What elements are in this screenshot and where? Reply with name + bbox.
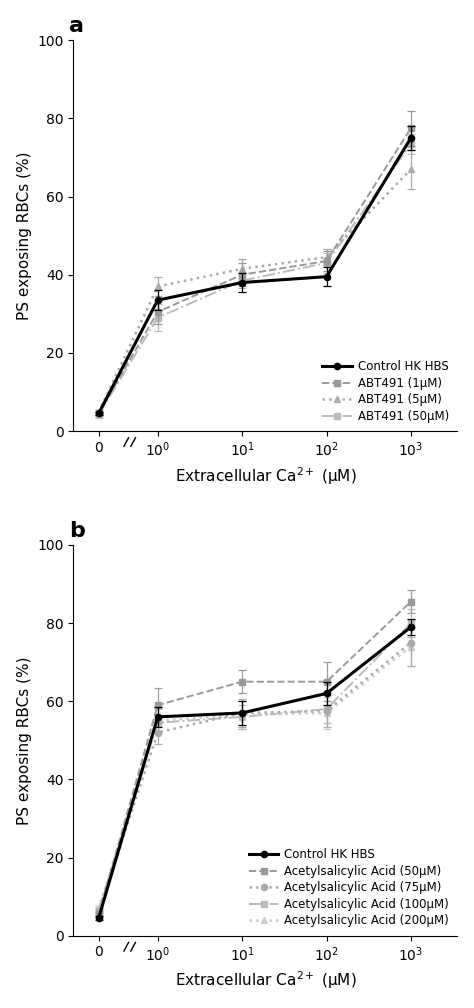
- X-axis label: Extracellular Ca$^{2+}$ (μM): Extracellular Ca$^{2+}$ (μM): [174, 465, 356, 487]
- Legend: Control HK HBS, Acetylsalicylic Acid (50μM), Acetylsalicylic Acid (75μM), Acetyl: Control HK HBS, Acetylsalicylic Acid (50…: [246, 846, 451, 929]
- Legend: Control HK HBS, ABT491 (1μM), ABT491 (5μM), ABT491 (50μM): Control HK HBS, ABT491 (1μM), ABT491 (5μ…: [320, 358, 451, 425]
- Text: a: a: [70, 16, 84, 36]
- Y-axis label: PS exposing RBCs (%): PS exposing RBCs (%): [17, 151, 32, 320]
- Y-axis label: PS exposing RBCs (%): PS exposing RBCs (%): [17, 656, 32, 825]
- X-axis label: Extracellular Ca$^{2+}$ (μM): Extracellular Ca$^{2+}$ (μM): [174, 970, 356, 991]
- Text: b: b: [70, 521, 85, 541]
